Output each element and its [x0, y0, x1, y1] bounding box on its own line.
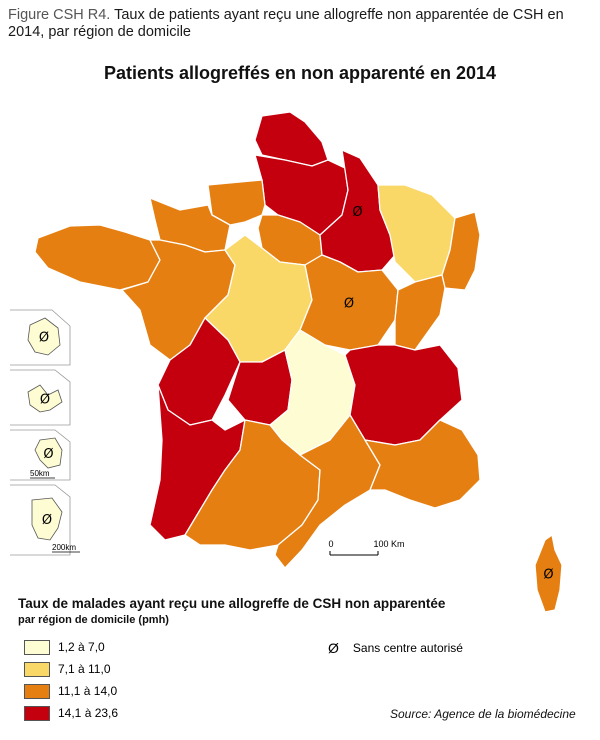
inset-scale-guyane: 200km	[52, 543, 80, 553]
region-lorraine[interactable]	[377, 184, 456, 283]
inset-frame-2	[10, 369, 71, 426]
inset-reunion[interactable]	[34, 437, 63, 469]
inset-frame-3	[10, 429, 71, 481]
region-paca[interactable]	[364, 419, 481, 509]
legend-swatch-1	[24, 639, 50, 655]
no-center-marker-icon: Ø	[352, 205, 362, 220]
legend-title: Taux de malades ayant reçu une allogreff…	[18, 596, 446, 611]
scale-bar-label: 100 Km	[373, 539, 404, 549]
no-center-marker-icon: Ø	[344, 297, 354, 312]
no-center-marker-icon: Ø	[543, 568, 553, 583]
map-title: Patients allogreffés en non apparenté en…	[103, 63, 497, 83]
no-center-marker-icon: Ø	[39, 331, 49, 346]
inset-frame-4	[10, 484, 71, 556]
legend-swatch-3	[24, 683, 50, 699]
figure-caption-text: Taux de patients ayant reçu une allogref…	[8, 7, 564, 40]
legend-label-2: 7,1 à 11,0	[58, 662, 111, 676]
no-center-marker-icon: Ø	[40, 393, 50, 408]
legend-class-1: 1,2 à 7,0	[24, 638, 105, 656]
inset-scale-guyane-label: 200km	[52, 543, 76, 552]
no-center-marker-icon: Ø	[42, 513, 52, 528]
legend-subtitle: par région de domicile (pmh)	[18, 614, 169, 626]
scale-bar: 0 100 Km	[328, 539, 405, 556]
inset-martinique[interactable]	[27, 317, 61, 356]
no-center-marker-icon: Ø	[43, 447, 53, 462]
no-center-label: Sans centre autorisé	[352, 641, 463, 655]
legend-label-3: 11,1 à 14,0	[58, 684, 118, 698]
legend-class-2: 7,1 à 11,0	[24, 660, 111, 678]
inset-scale-reunion-label: 50km	[30, 469, 50, 478]
region-bretagne[interactable]	[34, 224, 161, 291]
figure-caption: Figure CSH R4. Taux de patients ayant re…	[8, 7, 593, 41]
inset-guadeloupe[interactable]	[27, 384, 63, 413]
inset-guyane[interactable]	[31, 497, 63, 541]
legend-label-1: 1,2 à 7,0	[58, 640, 105, 654]
legend-swatch-4	[24, 705, 50, 721]
legend-swatch-2	[24, 661, 50, 677]
region-midi-pyrenees[interactable]	[184, 419, 321, 551]
scale-bar-zero: 0	[328, 539, 333, 549]
no-center-symbol-icon: Ø	[328, 640, 339, 656]
legend-class-4: 14,1 à 23,6	[24, 704, 118, 722]
source-note: Source: Agence de la biomédecine	[390, 707, 576, 721]
region-franche-comte[interactable]	[394, 274, 446, 351]
figure-label: Figure CSH R4.	[8, 7, 111, 23]
inset-frame-1	[10, 309, 71, 366]
legend-label-4: 14,1 à 23,6	[58, 706, 119, 720]
legend-class-3: 11,1 à 14,0	[24, 682, 117, 700]
inset-scale-reunion: 50km	[30, 469, 55, 479]
region-corse[interactable]	[534, 534, 563, 613]
legend-no-center: Ø Sans centre autorisé	[328, 640, 463, 656]
region-alsace[interactable]	[441, 211, 481, 291]
